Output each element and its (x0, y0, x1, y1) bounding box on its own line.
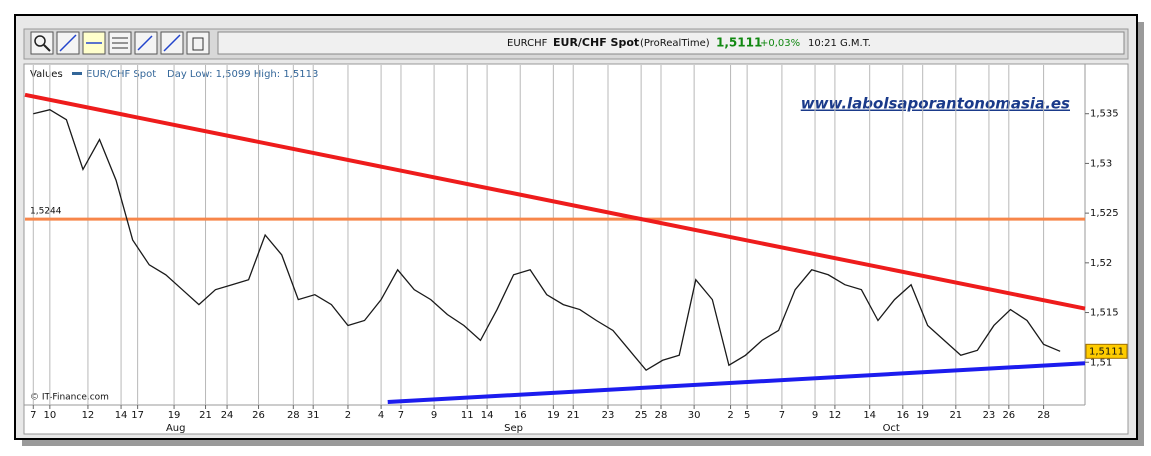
icon (34, 35, 46, 47)
source: (ProRealTime) (640, 38, 710, 49)
icon (192, 37, 204, 51)
x-tick-label: 12 (829, 410, 842, 421)
month-label: Aug (166, 423, 186, 434)
x-tick-label: 9 (431, 410, 437, 421)
icon (163, 34, 181, 52)
symbol: EURCHF (507, 38, 548, 49)
x-tick-label: 26 (252, 410, 265, 421)
x-tick-label: 31 (307, 410, 320, 421)
icon (137, 35, 153, 51)
level-label: 1,5244 (30, 207, 62, 217)
legend-swatch (72, 72, 82, 75)
x-tick-label: 24 (221, 410, 234, 421)
x-tick-label: 11 (461, 410, 474, 421)
y-tick-label: 1,515 (1090, 308, 1119, 319)
x-tick-label: 19 (168, 410, 181, 421)
x-tick-label: 14 (115, 410, 128, 421)
x-tick-label: 16 (896, 410, 909, 421)
x-tick-label: 19 (916, 410, 929, 421)
x-tick-label: 21 (949, 410, 962, 421)
icon (59, 34, 77, 52)
x-tick-label: 14 (481, 410, 494, 421)
x-tick-label: 23 (602, 410, 615, 421)
x-tick-label: 14 (863, 410, 876, 421)
trend-line (24, 92, 1086, 311)
x-tick-label: 28 (287, 410, 300, 421)
legend-info: Day Low: 1,5099 High: 1,5113 (167, 69, 318, 80)
instrument: EUR/CHF Spot (553, 36, 639, 49)
y-tick-label: 1,525 (1090, 208, 1119, 219)
credit: © IT-Finance.com (30, 393, 109, 403)
quote-bar (217, 31, 1125, 55)
x-tick-label: 10 (43, 410, 56, 421)
x-tick-label: 21 (567, 410, 580, 421)
x-tick-label: 4 (378, 410, 384, 421)
x-tick-label: 28 (1037, 410, 1050, 421)
x-tick-label: 17 (131, 410, 144, 421)
x-tick-label: 12 (82, 410, 95, 421)
x-tick-label: 26 (1002, 410, 1015, 421)
watermark: www.labolsaporantonomasia.es (801, 95, 1070, 113)
x-tick-label: 7 (30, 410, 36, 421)
x-tick-label: 9 (812, 410, 818, 421)
trend-line (387, 361, 1086, 405)
last-price-label: 1,5111 (1089, 346, 1124, 357)
x-tick-label: 21 (199, 410, 212, 421)
y-tick-label: 1,51 (1090, 357, 1112, 368)
toolbar-icons (30, 31, 210, 55)
x-tick-label: 28 (655, 410, 668, 421)
x-tick-label: 7 (779, 410, 785, 421)
time-zone: G.M.T. (840, 38, 871, 49)
chart-panel (23, 63, 1129, 435)
month-label: Sep (504, 423, 523, 434)
change: +0,03% (760, 38, 800, 49)
legend-label: Values (30, 69, 63, 80)
x-tick-label: 19 (547, 410, 560, 421)
price-line (33, 109, 1061, 372)
y-tick-label: 1,535 (1090, 109, 1119, 120)
month-label: Oct (883, 423, 900, 434)
x-tick-label: 2 (345, 410, 351, 421)
x-tick-label: 16 (514, 410, 527, 421)
time: 10:21 (808, 38, 837, 49)
x-tick-label: 5 (744, 410, 750, 421)
x-tick-label: 23 (983, 410, 996, 421)
x-tick-label: 25 (635, 410, 648, 421)
icon (43, 44, 51, 52)
x-tick-label: 2 (727, 410, 733, 421)
last-price-box (1085, 343, 1128, 359)
x-tick-label: 30 (688, 410, 701, 421)
y-tick-label: 1,52 (1090, 258, 1112, 269)
x-tick-label: 7 (398, 410, 404, 421)
price: 1,5111 (716, 36, 762, 50)
delete-button[interactable] (186, 31, 210, 55)
y-tick-label: 1,53 (1090, 158, 1112, 169)
